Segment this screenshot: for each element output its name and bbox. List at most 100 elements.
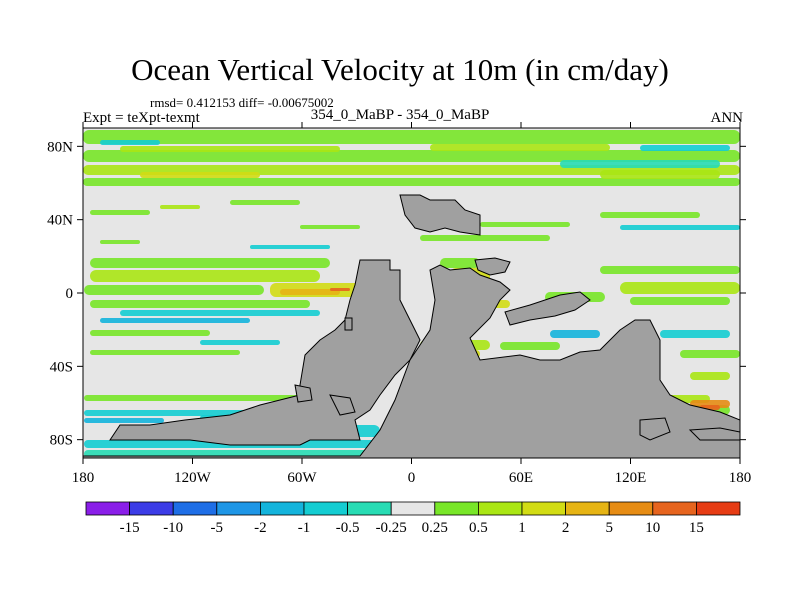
- velocity-contour: [230, 200, 300, 205]
- chart-title: Ocean Vertical Velocity at 10m (in cm/da…: [131, 52, 669, 87]
- colorbar-label: -2: [254, 520, 267, 536]
- case-label: 354_0_MaBP - 354_0_MaBP: [310, 107, 490, 123]
- velocity-contour: [100, 318, 250, 323]
- colorbar-label: -0.5: [336, 520, 360, 536]
- x-tick-label: 120E: [615, 470, 647, 486]
- velocity-contour: [90, 300, 310, 308]
- velocity-contour: [600, 266, 740, 274]
- velocity-contour: [280, 289, 340, 295]
- colorbar-label: -5: [211, 520, 224, 536]
- velocity-contour: [100, 240, 140, 244]
- colorbar-label: 0.25: [422, 520, 448, 536]
- velocity-contour: [100, 140, 160, 145]
- colorbar-swatch: [652, 501, 697, 516]
- velocity-contour: [600, 170, 720, 179]
- velocity-contour: [84, 395, 314, 401]
- colorbar-swatch: [347, 501, 392, 516]
- velocity-contour: [680, 350, 740, 358]
- velocity-contour: [120, 310, 320, 316]
- y-tick-label: 0: [66, 286, 74, 302]
- colorbar-swatch: [565, 501, 610, 516]
- velocity-contour: [480, 222, 570, 227]
- velocity-contour: [440, 258, 480, 268]
- x-tick-label: 180: [72, 470, 95, 486]
- land-polygon: [639, 417, 671, 441]
- experiment-label: Expt = teXpt-texmt: [83, 110, 200, 126]
- colorbar-label: 10: [645, 520, 660, 536]
- colorbar-swatch: [521, 501, 566, 516]
- colorbar-label: 5: [605, 520, 613, 536]
- velocity-contour: [550, 330, 600, 338]
- land-polygon: [294, 384, 313, 403]
- velocity-contour: [84, 285, 264, 295]
- velocity-contour: [620, 225, 740, 230]
- velocity-contour: [420, 235, 550, 241]
- colorbar-label: -1: [298, 520, 311, 536]
- velocity-contour: [83, 178, 740, 186]
- colorbar-label: 2: [562, 520, 570, 536]
- x-tick-label: 180: [729, 470, 752, 486]
- velocity-contour: [140, 172, 260, 178]
- colorbar-label: 0.5: [469, 520, 488, 536]
- colorbar-swatch: [434, 501, 479, 516]
- y-tick-label: 80N: [47, 139, 73, 155]
- x-tick-label: 0: [408, 470, 416, 486]
- x-tick-label: 60W: [287, 470, 317, 486]
- velocity-contour: [330, 288, 350, 291]
- colorbar-label: -10: [163, 520, 183, 536]
- colorbar: -15 -10 -5 -2 -1 -0.5 -0.25 0.25 0.5 1 2 5 10 15: [85, 501, 741, 536]
- colorbar-label: 1: [518, 520, 526, 536]
- colorbar-swatch: [85, 501, 130, 516]
- stats-label: rmsd= 0.412153 diff= -0.00675002: [150, 95, 334, 110]
- velocity-contour: [600, 212, 700, 218]
- axes: 180 120W 60W 0 60E 120E 180 80N 40N 0 40S 80S: [47, 122, 751, 486]
- velocity-contour: [620, 282, 740, 294]
- land-polygon: [344, 317, 353, 331]
- y-tick-label: 40S: [50, 359, 73, 375]
- plot-area: [83, 128, 740, 458]
- colorbar-swatch: [172, 501, 218, 516]
- velocity-contour: [83, 150, 740, 162]
- velocity-contour: [160, 205, 200, 209]
- colorbar-swatch: [477, 501, 523, 516]
- land-polygon: [504, 291, 591, 326]
- velocity-contour: [690, 372, 730, 380]
- velocity-contour: [90, 258, 330, 268]
- land-polygon: [83, 264, 740, 458]
- velocity-contour: [200, 340, 280, 345]
- velocity-contour: [500, 342, 560, 350]
- land-polygon: [474, 257, 511, 276]
- velocity-contour: [90, 350, 240, 355]
- land-polygon: [399, 194, 481, 236]
- velocity-contour: [90, 270, 320, 282]
- y-tick-label: 40N: [47, 213, 73, 229]
- colorbar-swatch: [303, 501, 348, 516]
- velocity-contour: [630, 297, 730, 305]
- velocity-contour: [250, 245, 330, 249]
- season-label: ANN: [710, 110, 744, 126]
- velocity-contour: [640, 145, 730, 151]
- velocity-contour: [120, 146, 340, 152]
- colorbar-swatch: [608, 501, 654, 516]
- land-polygon: [688, 427, 740, 441]
- land-polygon: [329, 394, 356, 416]
- colorbar-label: -15: [120, 520, 140, 536]
- velocity-contour: [690, 400, 730, 408]
- colorbar-swatch: [216, 501, 261, 516]
- velocity-contour: [84, 418, 164, 423]
- x-tick-label: 60E: [509, 470, 533, 486]
- velocity-contour: [660, 330, 730, 338]
- x-tick-label: 120W: [174, 470, 212, 486]
- velocity-contour: [430, 144, 610, 151]
- colorbar-swatch: [696, 501, 741, 516]
- colorbar-swatch: [259, 501, 305, 516]
- velocity-contour: [90, 210, 150, 215]
- y-tick-label: 80S: [50, 433, 73, 449]
- colorbar-swatch: [129, 501, 174, 516]
- velocity-contour: [300, 225, 360, 229]
- velocity-contour: [83, 130, 740, 144]
- land-mask: [83, 194, 740, 458]
- colorbar-label: -0.25: [376, 520, 407, 536]
- colorbar-label: 15: [689, 520, 704, 536]
